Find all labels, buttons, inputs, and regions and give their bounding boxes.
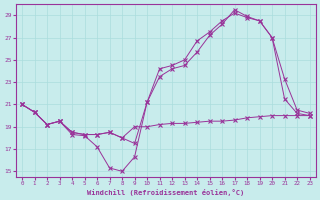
X-axis label: Windchill (Refroidissement éolien,°C): Windchill (Refroidissement éolien,°C) — [87, 189, 244, 196]
